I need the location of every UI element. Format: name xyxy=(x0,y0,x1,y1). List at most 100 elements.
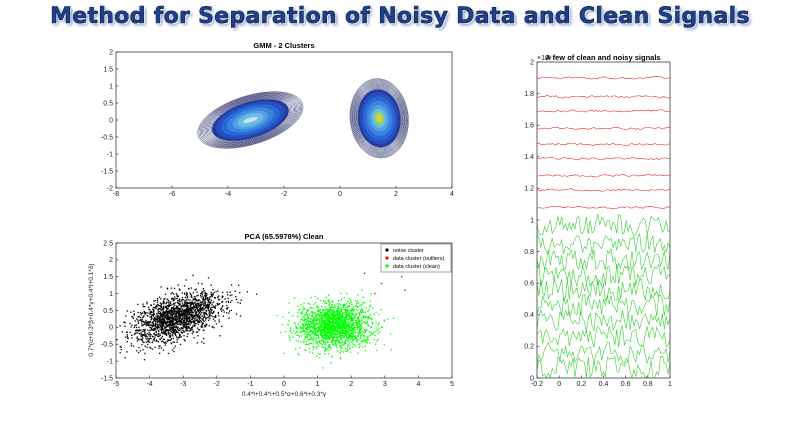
pca-point-noise-cluster xyxy=(188,320,191,322)
pca-point-data-cluster-clean xyxy=(319,353,321,355)
pca-point-data-cluster-clean xyxy=(324,321,326,324)
pca-point-data-cluster-clean xyxy=(295,325,297,327)
pca-point-data-cluster-clean xyxy=(293,297,296,299)
pca-point-data-cluster-clean xyxy=(318,341,321,344)
pca-point-noise-cluster xyxy=(143,315,145,317)
pca-point-data-cluster-clean xyxy=(335,327,337,329)
pca-point-noise-cluster xyxy=(144,312,146,314)
pca-point-noise-cluster xyxy=(220,307,222,310)
pca-point-noise-cluster xyxy=(208,305,210,307)
pca-point-data-cluster-clean xyxy=(306,329,308,331)
pca-point-noise-cluster xyxy=(176,311,178,313)
pca-point-noise-cluster xyxy=(213,291,215,294)
pca-point-noise-cluster xyxy=(190,327,193,329)
pca-point-noise-cluster xyxy=(227,300,230,303)
pca-points xyxy=(116,260,410,369)
pca-point-data-cluster-clean xyxy=(346,336,348,338)
gmm-ytick-label: 2 xyxy=(109,49,113,56)
pca-point-data-cluster-clean xyxy=(361,326,363,328)
pca-point-data-cluster-clean xyxy=(302,326,304,328)
pca-point-noise-cluster xyxy=(164,332,166,334)
pca-point-data-cluster-clean xyxy=(326,322,328,324)
pca-point-noise-cluster xyxy=(146,346,148,348)
pca-point-noise-cluster xyxy=(256,293,258,295)
pca-point-noise-cluster xyxy=(149,312,151,315)
pca-point-data-cluster-clean xyxy=(300,303,302,306)
gmm-contour-line xyxy=(356,87,402,150)
pca-point-data-cluster-clean xyxy=(317,330,319,332)
pca-point-data-cluster-clean xyxy=(336,318,338,321)
pca-point-data-cluster-clean xyxy=(340,347,342,349)
pca-point-data-cluster-clean xyxy=(313,327,316,329)
pca-point-data-cluster-clean xyxy=(337,340,339,342)
pca-point-noise-cluster xyxy=(153,337,155,340)
pca-point-noise-cluster xyxy=(134,324,136,327)
pca-point-data-cluster-clean xyxy=(304,314,307,316)
pca-point-data-cluster-clean xyxy=(303,330,305,332)
pca-point-noise-cluster xyxy=(181,312,183,315)
pca-point-data-cluster-clean xyxy=(337,322,340,324)
pca-point-data-cluster-clean xyxy=(373,338,375,341)
pca-point-noise-cluster xyxy=(152,323,155,326)
pca-point-data-cluster-clean xyxy=(367,339,370,341)
pca-point-noise-cluster xyxy=(162,349,165,351)
pca-point-noise-cluster xyxy=(152,336,154,338)
pca-point-noise-cluster xyxy=(141,344,143,346)
pca-point-noise-cluster xyxy=(155,330,157,332)
pca-point-noise-cluster xyxy=(217,312,220,315)
pca-point-noise-cluster xyxy=(151,341,153,344)
pca-point-noise-cluster xyxy=(160,321,163,323)
pca-point-data-cluster-clean xyxy=(324,343,326,345)
pca-point-data-cluster-clean xyxy=(324,350,326,352)
pca-point-noise-cluster xyxy=(143,321,146,324)
pca-point-noise-cluster xyxy=(153,318,156,320)
pca-point-noise-cluster xyxy=(133,314,135,316)
pca-point-noise-cluster xyxy=(157,333,160,335)
pca-point-noise-cluster xyxy=(193,320,195,322)
pca-point-noise-cluster xyxy=(166,326,168,328)
pca-point-data-cluster-clean xyxy=(344,333,346,336)
pca-point-noise-cluster xyxy=(180,314,182,316)
pca-point-data-cluster-clean xyxy=(338,326,340,328)
pca-point-data-cluster-clean xyxy=(346,339,348,342)
pca-point-data-cluster-clean xyxy=(328,313,330,315)
pca-point-data-cluster-clean xyxy=(336,317,338,320)
pca-point-noise-cluster xyxy=(153,333,155,336)
signals-xtick-label: 1 xyxy=(668,381,672,388)
pca-point-noise-cluster xyxy=(178,307,180,310)
pca-point-data-cluster-clean xyxy=(366,317,368,320)
pca-point-data-cluster-clean xyxy=(348,330,351,332)
pca-point-noise-cluster xyxy=(182,329,184,331)
pca-point-data-cluster-clean xyxy=(331,340,333,343)
pca-point-data-cluster-clean xyxy=(333,312,335,315)
pca-point-noise-cluster xyxy=(174,308,176,310)
pca-point-noise-cluster xyxy=(212,293,214,295)
pca-point-noise-cluster xyxy=(172,330,174,332)
signals-ytick-label: 1 xyxy=(530,217,534,224)
pca-point-data-cluster-clean xyxy=(340,334,342,336)
pca-point-noise-cluster xyxy=(147,306,150,309)
pca-point-data-cluster-clean xyxy=(330,336,332,338)
pca-point-noise-cluster xyxy=(144,334,146,336)
pca-point-noise-cluster xyxy=(171,320,173,323)
pca-point-data-cluster-clean xyxy=(340,350,342,352)
pca-point-noise-cluster xyxy=(136,329,138,331)
pca-point-noise-cluster xyxy=(209,311,211,313)
pca-point-data-cluster-clean xyxy=(338,341,341,344)
pca-point-data-cluster-clean xyxy=(314,333,316,335)
pca-point-noise-cluster xyxy=(170,329,172,331)
pca-point-data-cluster-clean xyxy=(341,346,343,349)
pca-point-data-cluster-clean xyxy=(303,326,305,328)
pca-point-noise-cluster xyxy=(137,311,139,314)
pca-point-data-cluster-clean xyxy=(361,320,363,322)
pca-point-data-cluster-clean xyxy=(346,328,348,330)
pca-point-data-cluster-clean xyxy=(329,311,331,313)
pca-point-data-cluster-clean xyxy=(314,325,316,327)
pca-point-noise-cluster xyxy=(209,298,211,300)
pca-point-data-cluster-clean xyxy=(336,334,338,336)
pca-point-data-cluster-clean xyxy=(327,315,329,318)
pca-point-noise-cluster xyxy=(198,303,200,305)
pca-point-data-cluster-clean xyxy=(305,343,307,346)
pca-point-data-cluster-clean xyxy=(317,326,319,329)
pca-point-noise-cluster xyxy=(209,313,211,315)
